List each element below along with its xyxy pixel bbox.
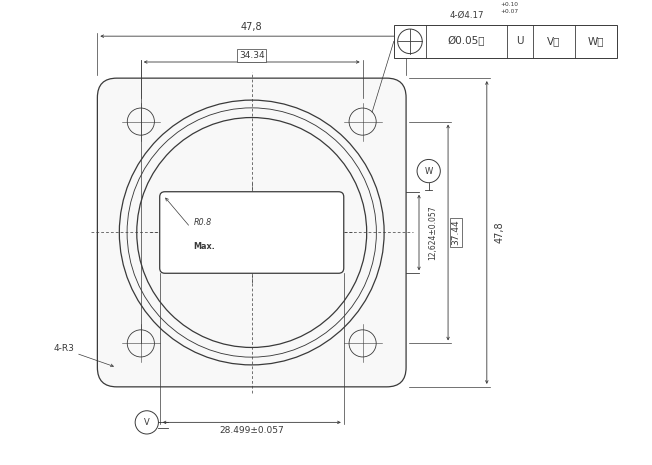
Bar [394,25,617,58]
Text: WⓂ: WⓂ [587,36,604,47]
Text: 28.499±0.057: 28.499±0.057 [219,426,284,435]
Text: Ø0.05Ⓜ: Ø0.05Ⓜ [448,36,485,47]
Text: +0.10
+0.07: +0.10 +0.07 [500,2,518,13]
Text: U: U [516,36,524,47]
Text: 4-Ø4.17: 4-Ø4.17 [449,10,484,20]
FancyBboxPatch shape [97,78,406,387]
Text: R0.8: R0.8 [194,219,212,227]
Text: 4-R3: 4-R3 [54,344,75,352]
Text: VⓂ: VⓂ [547,36,560,47]
Text: 12,624±0.057: 12,624±0.057 [428,205,437,260]
Text: Max.: Max. [194,241,215,251]
Text: 37.44: 37.44 [451,219,460,246]
Text: 34.34: 34.34 [239,51,265,60]
Text: 47,8: 47,8 [495,222,505,243]
Text: V: V [144,418,150,427]
Text: 47,8: 47,8 [241,22,263,32]
FancyBboxPatch shape [160,192,344,273]
Text: W: W [424,166,433,176]
